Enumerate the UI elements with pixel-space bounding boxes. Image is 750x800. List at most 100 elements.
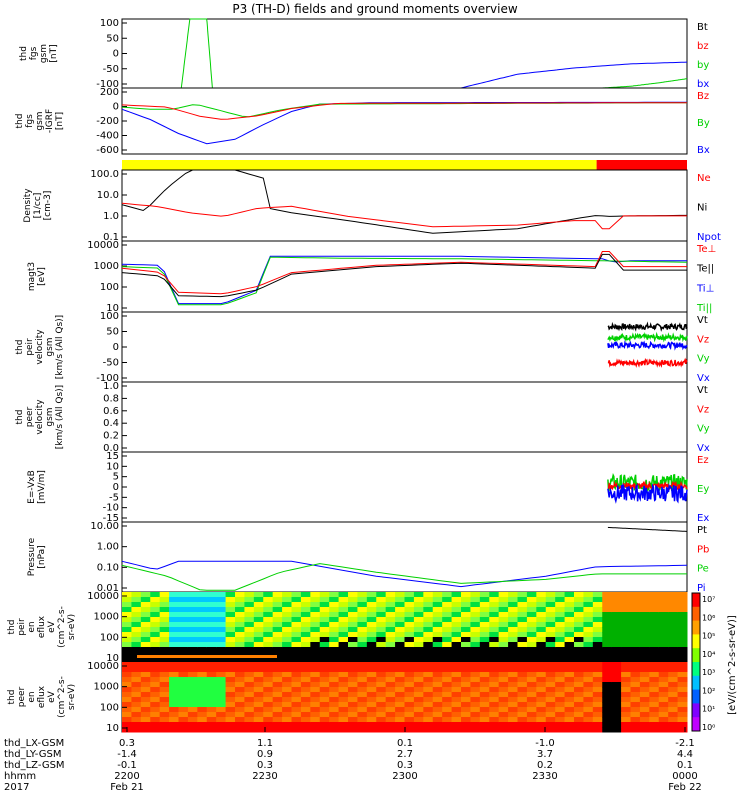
heatmap-cell bbox=[404, 657, 415, 663]
series-line-Pt bbox=[607, 526, 687, 532]
heatmap-cell bbox=[451, 722, 462, 728]
heatmap-cell bbox=[178, 672, 189, 678]
heatmap-cell bbox=[489, 592, 500, 598]
heatmap-cell bbox=[555, 627, 566, 633]
heatmap-cell bbox=[169, 667, 179, 673]
heatmap-cell bbox=[413, 652, 424, 658]
heatmap-cell bbox=[159, 642, 170, 648]
heatmap-cell bbox=[564, 702, 575, 708]
heatmap-cell bbox=[658, 627, 669, 633]
heatmap-cell bbox=[639, 697, 650, 703]
heatmap-cell bbox=[658, 712, 669, 718]
heatmap-cell bbox=[583, 697, 594, 703]
heatmap-cell bbox=[602, 712, 613, 718]
heatmap-cell bbox=[508, 667, 518, 673]
heatmap-cell bbox=[159, 677, 170, 683]
heatmap-cell bbox=[564, 612, 575, 618]
heatmap-cell bbox=[611, 662, 622, 668]
heatmap-cell bbox=[677, 667, 688, 673]
heatmap-cell bbox=[479, 612, 490, 618]
heatmap-cell bbox=[216, 652, 227, 658]
heatmap-cell bbox=[225, 622, 236, 628]
x-tick-label: 1.1 bbox=[257, 738, 273, 749]
colorbar-tick-label: 10⁵ bbox=[702, 632, 715, 641]
y-tick-label: 10000 bbox=[87, 591, 119, 602]
y-axis-label: thd bbox=[19, 46, 29, 61]
heatmap-cell bbox=[178, 712, 189, 718]
heatmap-cell bbox=[225, 707, 236, 713]
heatmap-cell bbox=[282, 707, 292, 713]
heatmap-cell bbox=[621, 667, 631, 673]
heatmap-cell bbox=[621, 612, 631, 618]
heatmap-cell bbox=[385, 697, 396, 703]
heatmap-cell bbox=[621, 677, 631, 683]
heatmap-cell bbox=[216, 717, 227, 723]
heatmap-cell bbox=[310, 617, 321, 623]
heatmap-cell bbox=[272, 657, 283, 663]
heatmap-cell bbox=[225, 652, 236, 658]
heatmap-cell bbox=[376, 662, 387, 668]
heatmap-cells bbox=[122, 662, 688, 733]
heatmap-cell bbox=[526, 652, 537, 658]
heatmap-cell bbox=[574, 717, 584, 723]
heatmap-cell bbox=[423, 592, 434, 598]
heatmap-cell bbox=[677, 657, 688, 663]
heatmap-cell bbox=[555, 722, 566, 728]
heatmap-cell bbox=[404, 697, 415, 703]
heatmap-cell bbox=[235, 677, 245, 683]
heatmap-cell bbox=[310, 682, 321, 688]
heatmap-cell bbox=[169, 717, 179, 723]
heatmap-cell bbox=[291, 632, 302, 638]
heatmap-cell bbox=[272, 597, 283, 603]
y-tick-label: 10 bbox=[106, 303, 119, 314]
heatmap-cell bbox=[282, 607, 292, 613]
y-axis-label: [km/s (All Qs)] bbox=[55, 385, 65, 449]
heatmap-cell bbox=[122, 612, 132, 618]
heatmap-cell bbox=[376, 597, 387, 603]
heatmap-cell bbox=[489, 622, 500, 628]
heatmap-cell bbox=[244, 637, 255, 643]
heatmap-cell bbox=[385, 607, 396, 613]
heatmap-cell bbox=[272, 662, 283, 668]
heatmap-cell bbox=[508, 712, 518, 718]
y-tick-label: 100 bbox=[100, 702, 119, 713]
heatmap-cell bbox=[310, 632, 321, 638]
heatmap-cell bbox=[611, 647, 622, 653]
heatmap-cell bbox=[376, 617, 387, 623]
heatmap-cell bbox=[432, 622, 443, 628]
heatmap-cell bbox=[122, 642, 132, 648]
heatmap-cell bbox=[413, 602, 424, 608]
heatmap-cell bbox=[395, 632, 405, 638]
colorbar-label: [eV/(cm^2-s-sr-eV)] bbox=[727, 615, 738, 715]
heatmap-cell bbox=[385, 642, 396, 648]
heatmap-cell bbox=[479, 657, 490, 663]
heatmap-cell bbox=[366, 707, 377, 713]
heatmap-cell bbox=[526, 677, 537, 683]
heatmap-cell bbox=[442, 657, 453, 663]
heatmap-cell bbox=[357, 677, 368, 683]
heatmap-cell bbox=[413, 612, 424, 618]
heatmap-cell bbox=[536, 662, 547, 668]
heatmap-cell bbox=[413, 632, 424, 638]
panel-frame bbox=[121, 169, 688, 242]
heatmap-cell bbox=[526, 727, 537, 733]
heatmap-cell bbox=[461, 617, 471, 623]
x-row-label: 2017 bbox=[4, 782, 29, 793]
heatmap-cell bbox=[385, 692, 396, 698]
heatmap-cell bbox=[376, 687, 387, 693]
heatmap-cell bbox=[178, 652, 189, 658]
heatmap-cell bbox=[479, 592, 490, 598]
heatmap-cell bbox=[140, 592, 151, 598]
heatmap-cell bbox=[235, 672, 245, 678]
legend-entry: Vt bbox=[697, 385, 708, 396]
heatmap-cell bbox=[159, 667, 170, 673]
heatmap-cell bbox=[545, 622, 556, 628]
heatmap-cell bbox=[244, 687, 255, 693]
heatmap-cell bbox=[216, 627, 227, 633]
heatmap-cell bbox=[310, 697, 321, 703]
heatmap-cell bbox=[310, 667, 321, 673]
y-tick-label: 0.1 bbox=[103, 232, 119, 243]
heatmap-cell bbox=[206, 697, 217, 703]
heatmap-cell bbox=[282, 617, 292, 623]
